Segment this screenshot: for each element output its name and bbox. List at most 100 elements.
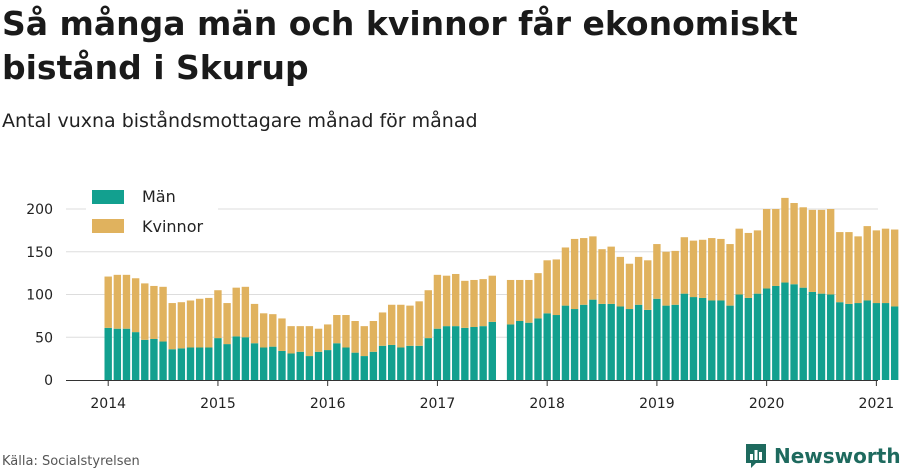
x-tick-label: 2015 — [200, 396, 236, 412]
bar-man — [708, 300, 716, 380]
legend-swatch-kvinnor — [92, 219, 124, 233]
bar-man — [781, 282, 789, 380]
bar-man — [735, 294, 743, 380]
bar-kvinnor — [525, 279, 533, 323]
bar-man — [177, 348, 186, 380]
y-tick-label: 0 — [44, 373, 53, 389]
bar-kvinnor — [223, 303, 231, 345]
bar-man — [698, 297, 707, 380]
brand-name: Newsworthy — [774, 444, 900, 468]
bar-man — [351, 352, 359, 380]
bar-kvinnor — [799, 207, 807, 288]
bar-kvinnor — [753, 230, 762, 294]
bar-kvinnor — [717, 238, 725, 301]
bar-man — [259, 347, 268, 380]
bar-man — [150, 338, 158, 380]
bar-kvinnor — [762, 209, 771, 289]
bar-kvinnor — [351, 321, 359, 353]
bar-kvinnor — [195, 298, 204, 348]
newsworthy-logo[interactable]: Newsworthy — [744, 442, 900, 470]
bar-kvinnor — [680, 237, 689, 294]
bar-man — [863, 300, 871, 380]
legend-label-kvinnor: Kvinnor — [142, 217, 203, 236]
bar-kvinnor — [781, 197, 789, 283]
bar-man — [890, 306, 899, 380]
bar-man — [817, 293, 826, 380]
bar-kvinnor — [250, 303, 259, 344]
bar-kvinnor — [141, 283, 149, 340]
bar-kvinnor — [415, 301, 423, 346]
bar-man — [790, 284, 798, 380]
bar-man — [131, 332, 140, 380]
bar-man — [561, 305, 570, 380]
bar-man — [360, 356, 368, 380]
bar-man — [607, 303, 615, 380]
bar-man — [598, 303, 606, 380]
bar-man — [314, 351, 323, 380]
bar-man — [616, 306, 625, 380]
bar-man — [543, 313, 551, 380]
bar-kvinnor — [168, 303, 176, 350]
bar-man — [342, 347, 350, 380]
bar-man — [644, 309, 652, 380]
bar-kvinnor — [122, 274, 131, 329]
bar-kvinnor — [287, 326, 295, 354]
bar-man — [662, 305, 670, 380]
bar-man — [717, 300, 725, 380]
bar-man — [854, 303, 862, 380]
bar-kvinnor — [232, 287, 240, 337]
y-tick-label: 150 — [26, 245, 53, 261]
bar-kvinnor — [698, 239, 707, 298]
bar-man — [680, 293, 689, 380]
bar-man — [534, 318, 542, 380]
bar-man — [387, 344, 396, 380]
bar-man — [232, 336, 240, 380]
bar-kvinnor — [836, 232, 844, 303]
bar-man — [323, 350, 332, 380]
bar-kvinnor — [653, 244, 661, 299]
bar-kvinnor — [424, 290, 432, 339]
bar-kvinnor — [305, 326, 314, 357]
axes: 0 50 100 150 200 2014 2015 2016 2017 2018 2019 2020… — [26, 202, 894, 412]
legend: Män Kvinnor — [86, 187, 218, 240]
bar-kvinnor — [543, 260, 551, 314]
bar-kvinnor — [598, 249, 606, 304]
bar-kvinnor — [269, 314, 277, 347]
bar-man — [488, 321, 496, 380]
bar-kvinnor — [890, 229, 899, 307]
bar-kvinnor — [360, 326, 368, 357]
bar-man — [525, 322, 533, 380]
bar-man — [141, 339, 149, 380]
x-tick-label: 2020 — [749, 396, 785, 412]
bar-man — [452, 326, 460, 380]
bar-man — [808, 291, 817, 380]
bar-man — [168, 349, 176, 380]
bar-kvinnor — [689, 240, 698, 298]
bars — [104, 197, 899, 380]
bar-man — [113, 328, 122, 380]
bar-kvinnor — [872, 230, 881, 304]
bar-man — [634, 304, 643, 380]
bar-kvinnor — [735, 228, 743, 295]
bar-man — [205, 347, 213, 380]
bar-kvinnor — [616, 256, 625, 307]
bar-kvinnor — [625, 263, 634, 310]
bar-man — [433, 328, 442, 380]
bar-man — [415, 345, 423, 380]
bar-kvinnor — [790, 203, 798, 285]
x-tick-label: 2021 — [859, 396, 895, 412]
bar-kvinnor — [323, 324, 332, 351]
bar-kvinnor — [433, 274, 442, 329]
bar-man — [845, 303, 853, 380]
bar-man — [872, 303, 881, 380]
y-tick-label: 100 — [26, 288, 53, 304]
bar-kvinnor — [744, 232, 753, 298]
bar-man — [214, 338, 222, 380]
bar-kvinnor — [516, 279, 524, 322]
bar-kvinnor — [662, 251, 670, 306]
bar-kvinnor — [708, 238, 716, 301]
bar-kvinnor — [397, 304, 405, 348]
bar-kvinnor — [470, 279, 478, 327]
bar-kvinnor — [205, 297, 213, 348]
bar-kvinnor — [259, 313, 268, 348]
